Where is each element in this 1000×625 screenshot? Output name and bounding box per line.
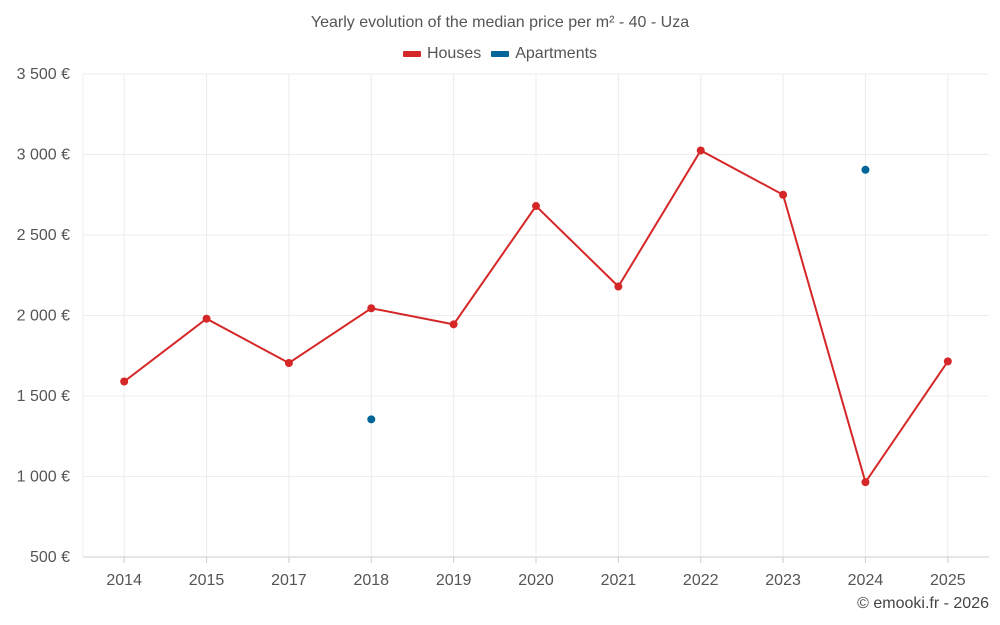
x-tick-label: 2015 xyxy=(189,572,225,589)
legend-swatch-apartments xyxy=(491,51,510,57)
x-tick-label: 2022 xyxy=(683,572,719,589)
data-point-houses[interactable] xyxy=(614,282,623,291)
y-tick-label: 1 000 € xyxy=(17,469,70,486)
y-tick-label: 3 500 € xyxy=(17,66,70,83)
data-point-houses[interactable] xyxy=(202,314,211,323)
x-tick-label: 2018 xyxy=(353,572,389,589)
x-tick-label: 2014 xyxy=(106,572,142,589)
x-tick-label: 2023 xyxy=(765,572,801,589)
data-point-houses[interactable] xyxy=(367,304,376,313)
credit-text: © emooki.fr - 2026 xyxy=(857,595,989,612)
data-point-houses[interactable] xyxy=(779,190,788,199)
series-layer xyxy=(120,146,952,487)
grid-lines xyxy=(82,73,989,558)
legend-label-apartments: Apartments xyxy=(515,45,598,62)
legend-item-apartments[interactable]: Apartments xyxy=(491,45,597,63)
y-tick-label: 1 500 € xyxy=(17,388,70,405)
y-axis-ticks: 3 500 € 3 000 € 2 500 € 2 000 € 1 500 € 1 000… xyxy=(17,66,70,566)
x-tick-label: 2025 xyxy=(930,572,966,589)
y-tick-label: 2 000 € xyxy=(17,308,70,325)
data-point-houses[interactable] xyxy=(532,202,540,211)
x-tick-label: 2024 xyxy=(848,572,884,589)
data-point-apartments[interactable] xyxy=(367,415,376,424)
data-point-houses[interactable] xyxy=(696,146,705,155)
x-tick-label: 2019 xyxy=(436,572,472,589)
chart-legend: Houses Apartments xyxy=(0,45,1000,63)
data-point-houses[interactable] xyxy=(943,357,952,366)
x-tick-label: 2020 xyxy=(518,572,554,589)
y-tick-label: 2 500 € xyxy=(17,227,70,244)
chart-title: Yearly evolution of the median price per… xyxy=(310,14,690,31)
legend-item-houses[interactable]: Houses xyxy=(402,45,482,63)
legend-swatch-houses xyxy=(402,51,421,57)
x-axis-ticks: 2014 2015 2017 2018 2019 2020 2021 2022 2023 2024… xyxy=(106,557,966,589)
data-point-houses[interactable] xyxy=(120,377,129,386)
data-point-houses[interactable] xyxy=(449,320,458,329)
y-tick-label: 500 € xyxy=(30,549,70,566)
legend-label-houses: Houses xyxy=(426,45,482,62)
x-tick-label: 2017 xyxy=(271,572,307,589)
x-tick-label: 2021 xyxy=(601,572,637,589)
y-tick-label: 3 000 € xyxy=(17,147,70,164)
data-point-houses[interactable] xyxy=(284,358,293,367)
data-point-houses[interactable] xyxy=(861,478,870,487)
data-point-apartments[interactable] xyxy=(861,165,870,174)
